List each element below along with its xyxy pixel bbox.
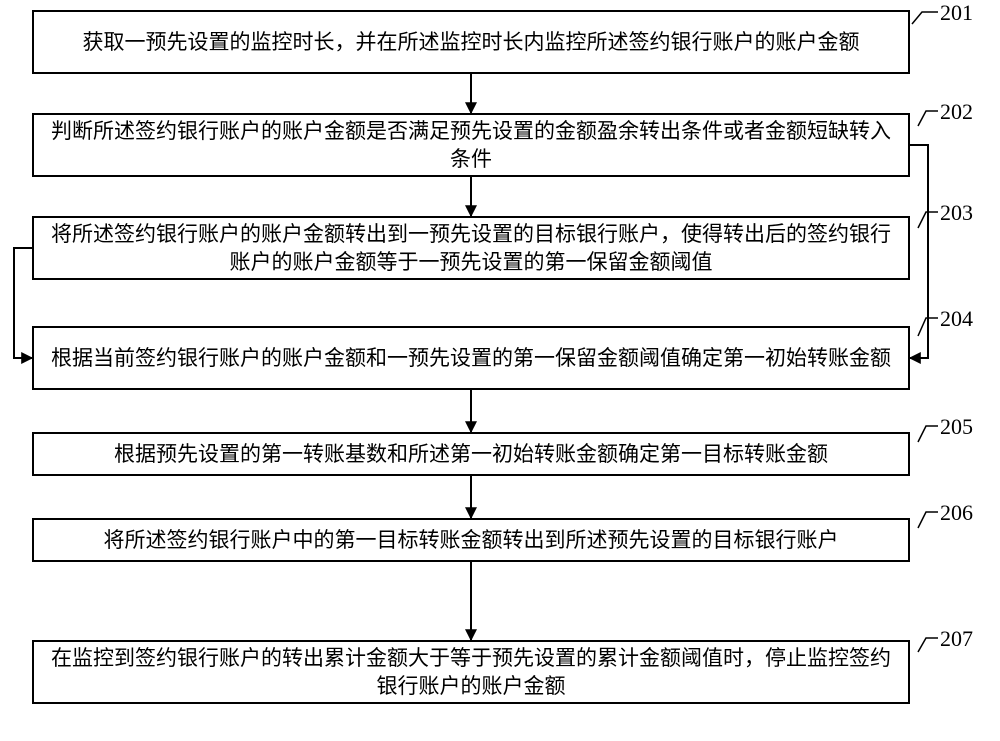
flow-node-text: 在监控到签约银行账户的转出累计金额大于等于预先设置的累计金额阈值时，停止监控签约…	[44, 644, 898, 701]
flow-node-text: 判断所述签约银行账户的账户金额是否满足预先设置的金额盈余转出条件或者金额短缺转入…	[44, 117, 898, 174]
flow-node-5: 根据预先设置的第一转账基数和所述第一初始转账金额确定第一目标转账金额	[32, 432, 910, 476]
flow-node-2: 判断所述签约银行账户的账户金额是否满足预先设置的金额盈余转出条件或者金额短缺转入…	[32, 113, 910, 177]
flow-node-label-204: 204	[940, 306, 973, 332]
flow-node-1: 获取一预先设置的监控时长，并在所述监控时长内监控所述签约银行账户的账户金额	[32, 10, 910, 74]
flow-node-label-205: 205	[940, 414, 973, 440]
flow-node-text: 将所述签约银行账户的账户金额转出到一预先设置的目标银行账户，使得转出后的签约银行…	[44, 220, 898, 277]
flow-node-text: 将所述签约银行账户中的第一目标转账金额转出到所述预先设置的目标银行账户	[104, 526, 839, 554]
flow-node-6: 将所述签约银行账户中的第一目标转账金额转出到所述预先设置的目标银行账户	[32, 518, 910, 562]
flow-node-label-206: 206	[940, 500, 973, 526]
flow-node-label-203: 203	[940, 200, 973, 226]
flow-node-text: 根据当前签约银行账户的账户金额和一预先设置的第一保留金额阈值确定第一初始转账金额	[51, 344, 891, 372]
flow-node-text: 根据预先设置的第一转账基数和所述第一初始转账金额确定第一目标转账金额	[114, 440, 828, 468]
flow-node-3: 将所述签约银行账户的账户金额转出到一预先设置的目标银行账户，使得转出后的签约银行…	[32, 216, 910, 280]
flow-node-text: 获取一预先设置的监控时长，并在所述监控时长内监控所述签约银行账户的账户金额	[83, 28, 860, 56]
flowchart-canvas: 获取一预先设置的监控时长，并在所述监控时长内监控所述签约银行账户的账户金额 201…	[0, 0, 1000, 741]
flow-node-4: 根据当前签约银行账户的账户金额和一预先设置的第一保留金额阈值确定第一初始转账金额	[32, 326, 910, 390]
flow-node-7: 在监控到签约银行账户的转出累计金额大于等于预先设置的累计金额阈值时，停止监控签约…	[32, 640, 910, 704]
flow-node-label-201: 201	[940, 0, 973, 26]
flow-node-label-202: 202	[940, 99, 973, 125]
flow-node-label-207: 207	[940, 626, 973, 652]
